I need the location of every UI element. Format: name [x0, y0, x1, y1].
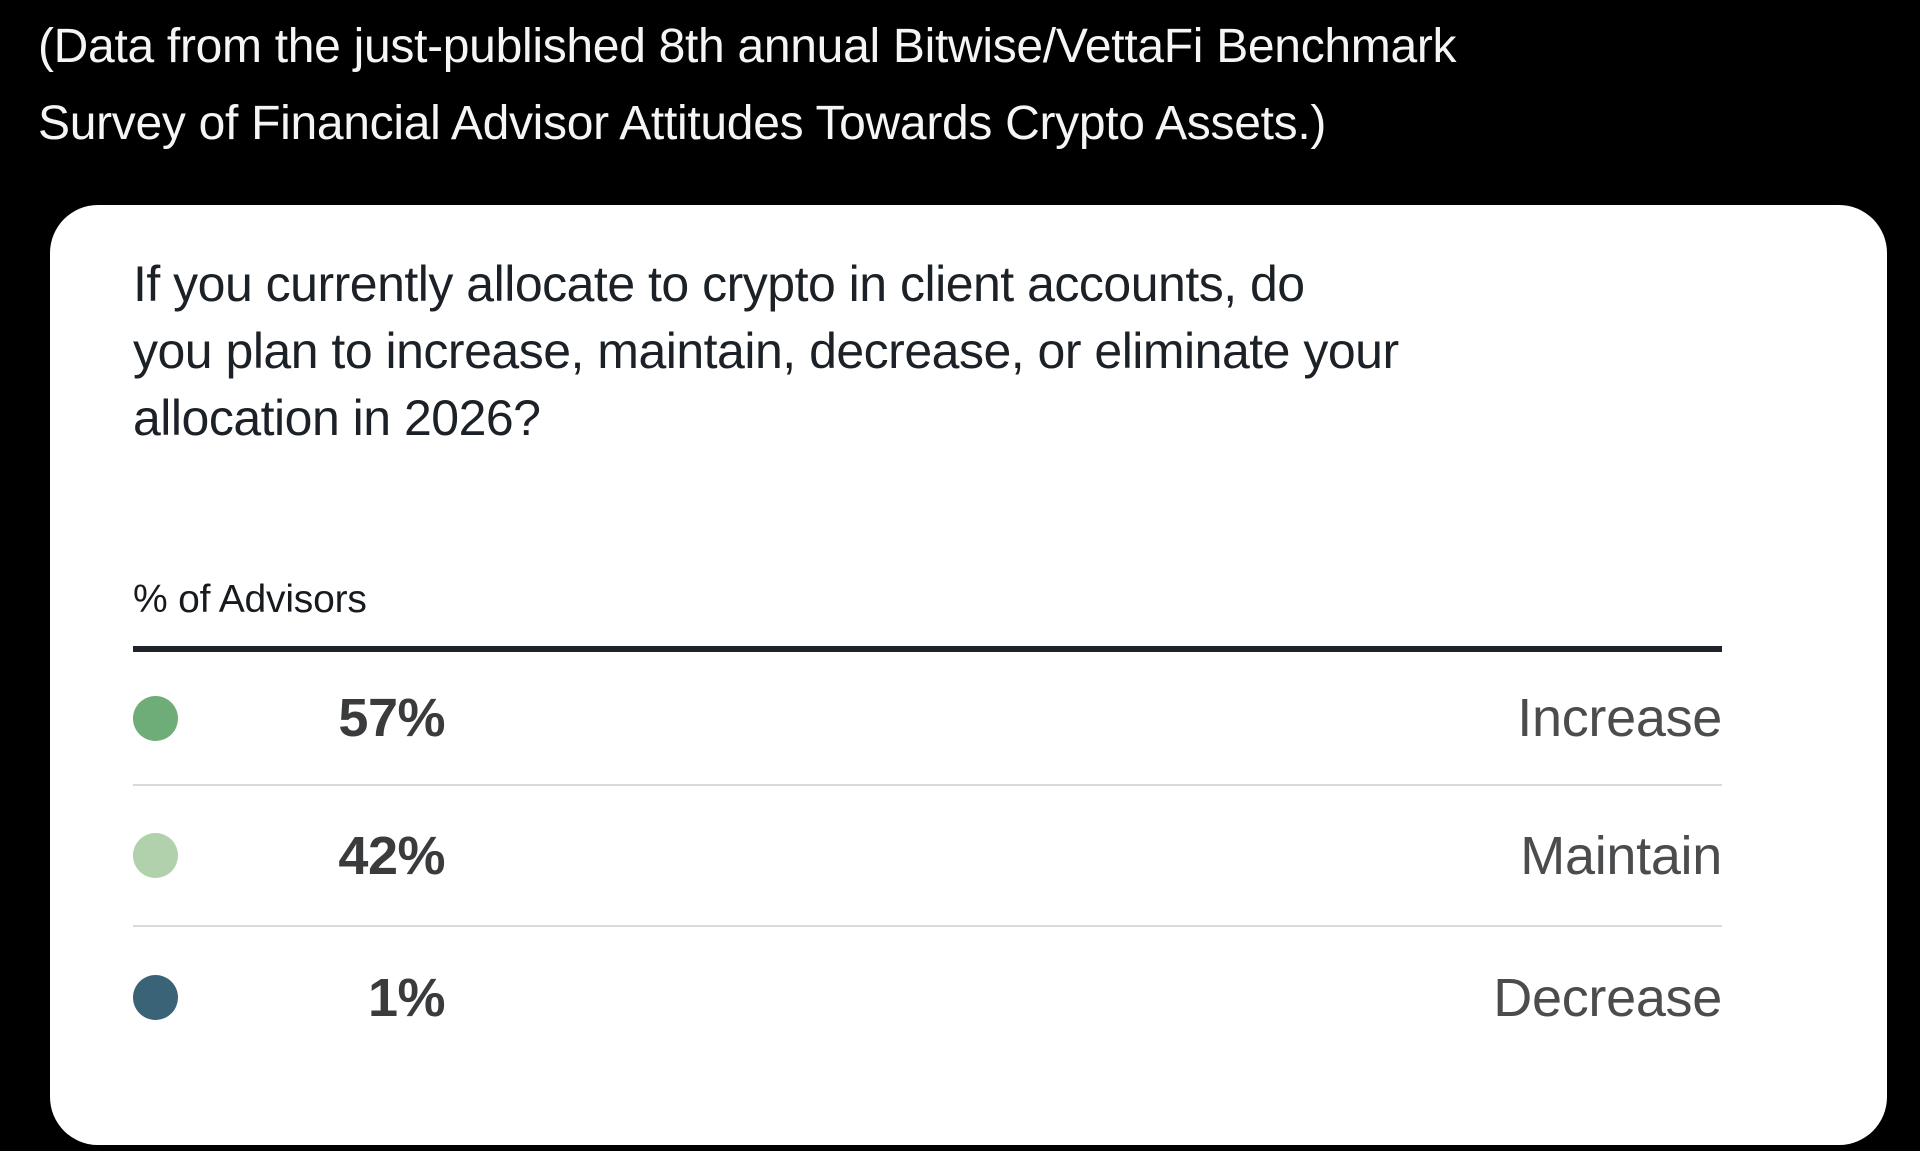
row-value: 1% [367, 967, 446, 1028]
legend-dot-icon [133, 695, 178, 741]
row-value: 57% [338, 688, 445, 748]
chart-question-title: If you currently allocate to crypto in c… [133, 251, 1722, 452]
survey-chart-card: If you currently allocate to crypto in c… [50, 205, 1887, 1145]
row-label: Increase [1517, 688, 1722, 748]
row-value: 42% [338, 825, 445, 886]
source-caption-line: Survey of Financial Advisor Attitudes To… [38, 97, 1327, 150]
source-caption-line: (Data from the just-published 8th annual… [38, 20, 1457, 73]
title-line: allocation in 2026? [133, 390, 541, 446]
header-rule [133, 646, 1722, 652]
axis-label: % of Advisors [133, 578, 367, 621]
chart-row-maintain: 42% Maintain [133, 786, 1722, 927]
chart-rows: 57% Increase 42% Maintain 1% Decrease [133, 652, 1722, 1068]
legend-dot-icon [133, 975, 178, 1020]
row-label: Maintain [1520, 825, 1722, 886]
card-content: If you currently allocate to crypto in c… [133, 205, 1722, 1068]
source-caption: (Data from the just-published 8th annual… [38, 8, 1898, 162]
chart-row-decrease: 1% Decrease [133, 927, 1722, 1068]
title-line: you plan to increase, maintain, decrease… [133, 323, 1399, 379]
row-label: Decrease [1493, 967, 1722, 1028]
title-line: If you currently allocate to crypto in c… [133, 256, 1305, 312]
chart-row-increase: 57% Increase [133, 652, 1722, 786]
legend-dot-icon [133, 833, 178, 878]
